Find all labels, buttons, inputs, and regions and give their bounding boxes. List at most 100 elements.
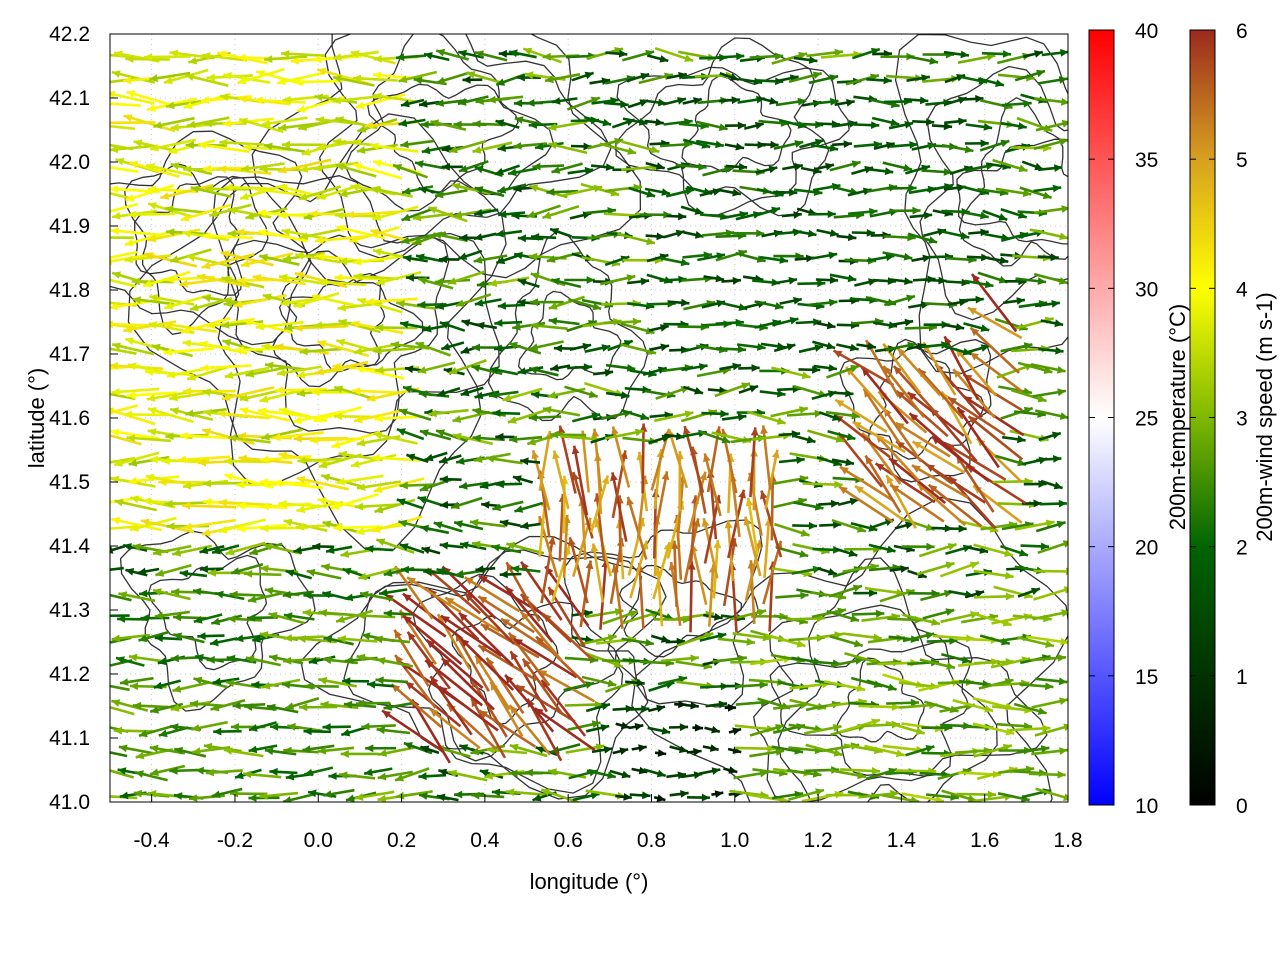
wind-arrow-head	[147, 790, 157, 798]
wind-arrow-head	[478, 596, 488, 604]
terrain-contour	[894, 34, 1068, 375]
wind-arrow-head	[205, 768, 215, 777]
wind-arrow-head	[211, 617, 221, 626]
wind-arrow-head	[269, 654, 278, 662]
wind-arrow-head	[656, 769, 666, 778]
wind-arrow-head	[237, 502, 246, 510]
wind-arrow-head	[607, 634, 617, 642]
wind-arrow-head	[931, 618, 940, 626]
wind-arrow	[901, 542, 935, 551]
wind-arrow-head	[110, 428, 120, 437]
wind-arrow-head	[188, 794, 198, 802]
wind-arrow	[213, 727, 242, 736]
wind-arrow	[1037, 540, 1068, 555]
wind-arrow	[453, 520, 484, 531]
wind-arrow-head	[509, 769, 518, 778]
wind-arrow	[209, 637, 238, 647]
wind-arrow	[354, 502, 399, 511]
wind-arrow-head	[344, 593, 354, 602]
wind-arrow	[229, 590, 264, 599]
wind-arrow	[500, 617, 558, 656]
wind-arrow-head	[1063, 723, 1068, 731]
wind-arrow-head	[326, 546, 335, 554]
wind-arrow-shaft	[110, 705, 135, 716]
wind-arrow-head	[153, 681, 163, 690]
wind-arrow-head	[356, 653, 366, 662]
wind-arrow-head	[405, 681, 415, 690]
wind-arrow-head	[771, 449, 780, 459]
wind-arrow-head	[814, 503, 824, 511]
wind-arrow-head	[361, 632, 371, 641]
wind-arrow-shaft	[558, 493, 565, 562]
wind-arrow-head	[441, 658, 451, 667]
wind-arrow-head	[374, 635, 383, 644]
wind-arrow-head	[203, 498, 212, 506]
wind-arrow-head	[128, 459, 138, 467]
wind-arrow	[901, 792, 945, 802]
wind-arrow	[399, 543, 425, 554]
wind-arrow	[571, 635, 594, 644]
terrain-contour	[344, 34, 555, 212]
wind-arrow	[302, 744, 335, 753]
wind-arrow-shaft	[110, 434, 142, 446]
wind-arrow	[381, 709, 444, 753]
wind-arrow-head	[130, 495, 139, 504]
wind-arrow	[227, 615, 263, 623]
wind-arrow	[318, 676, 357, 688]
wind-arrow-head	[1058, 677, 1068, 686]
wind-arrow-head	[808, 521, 817, 530]
wind-arrow-head	[479, 710, 489, 719]
wind-arrow-shaft	[683, 425, 705, 494]
terrain-contour	[753, 604, 1048, 802]
wind-arrow-head	[129, 682, 138, 691]
wind-arrow-head	[1059, 747, 1068, 755]
wind-arrow	[363, 767, 393, 777]
wind-arrow-shaft	[236, 523, 288, 531]
wind-arrow-head	[128, 477, 137, 485]
wind-arrow-head	[247, 613, 256, 622]
wind-arrow-head	[211, 790, 221, 799]
wind-arrow	[513, 637, 578, 679]
wind-arrow	[1039, 499, 1067, 508]
wind-arrow	[179, 569, 208, 578]
wind-arrow-head	[619, 747, 629, 755]
wind-arrow-head	[499, 570, 508, 579]
wind-arrow-head	[1040, 542, 1050, 551]
wind-arrow-head	[213, 727, 222, 736]
wind-arrow	[202, 479, 247, 488]
wind-arrow-head	[683, 426, 691, 435]
wind-arrow	[631, 744, 647, 752]
wind-arrow	[110, 684, 130, 692]
wind-arrow	[728, 727, 742, 736]
wind-arrow	[149, 764, 186, 777]
wind-arrow-head	[264, 747, 274, 756]
wind-arrow-head	[900, 565, 909, 573]
wind-arrow-head	[238, 454, 247, 463]
wind-arrow-head	[354, 793, 364, 801]
wind-arrow-head	[178, 455, 187, 464]
wind-arrow	[686, 793, 710, 802]
wind-arrow-shaft	[534, 707, 596, 752]
wind-arrow-head	[179, 432, 189, 440]
wind-arrow-head	[849, 497, 859, 506]
wind-arrow-head	[987, 790, 996, 799]
wind-arrow	[193, 613, 223, 624]
wind-arrow-head	[1005, 727, 1015, 736]
wind-arrow	[359, 590, 394, 602]
wind-arrow-head	[557, 425, 566, 435]
wind-arrow	[333, 523, 383, 532]
wind-arrow	[660, 654, 699, 663]
wind-arrow-shaft	[653, 471, 669, 536]
wind-arrow	[687, 561, 696, 633]
wind-arrow-shaft	[687, 471, 707, 533]
wind-arrow	[140, 614, 170, 622]
wind-arrow-head	[1042, 724, 1051, 733]
wind-arrow	[973, 592, 1015, 601]
wind-arrow-head	[852, 584, 862, 593]
wind-arrow	[320, 700, 359, 710]
wind-arrow	[406, 576, 462, 614]
wind-arrow-head	[206, 655, 215, 664]
wind-arrow-head	[628, 610, 638, 618]
wind-arrow-head	[118, 744, 128, 753]
wind-arrow-head	[448, 769, 457, 778]
